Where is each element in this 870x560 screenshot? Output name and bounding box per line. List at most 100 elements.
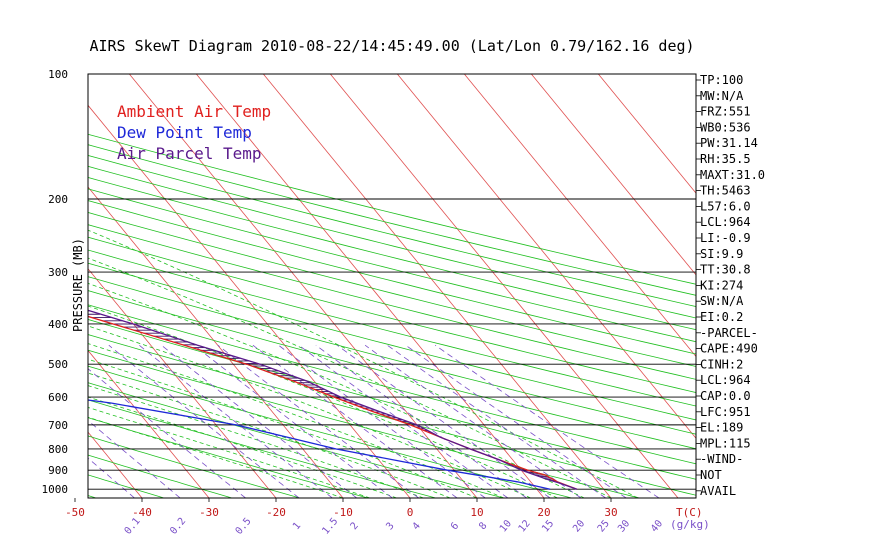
legend-entry: Air Parcel Temp — [117, 144, 262, 163]
mixing-ratio-line — [217, 344, 419, 498]
index-entry: LFC:951 — [700, 405, 751, 419]
bottom-temp-tick-label: 30 — [604, 506, 617, 519]
bottom-temp-tick-label: 20 — [537, 506, 550, 519]
mixing-ratio-label: 1 — [291, 521, 303, 533]
dry-adiabat-line — [88, 304, 696, 465]
pressure-label: 400 — [48, 318, 68, 331]
dry-adiabat-line — [88, 399, 436, 498]
mixing-ratio-label: 0.1 — [123, 516, 143, 537]
isotherm-line — [88, 349, 210, 498]
dry-adiabat-line — [88, 177, 696, 331]
dewpoint-line — [88, 399, 551, 490]
mixing-ratio-label: 0.5 — [234, 516, 254, 537]
pressure-label: 300 — [48, 266, 68, 279]
mixing-ratio-label: 3 — [384, 521, 396, 533]
pressure-label: 1000 — [42, 483, 69, 496]
dry-adiabat-line — [88, 334, 696, 496]
mixing-ratio-line — [387, 344, 606, 498]
mixing-ratio-label: 15 — [540, 518, 556, 534]
index-entry: NOT — [700, 468, 722, 482]
index-entry: TP:100 — [700, 73, 743, 87]
mixing-ratio-label: 4 — [411, 521, 423, 533]
moist-adiabat-line — [88, 358, 478, 498]
mixing-ratio-line — [336, 344, 551, 498]
index-entry: LI:-0.9 — [700, 231, 751, 245]
moist-adiabat-line — [88, 396, 397, 498]
pressure-label: 600 — [48, 391, 68, 404]
plot-frame — [87, 73, 697, 499]
mixing-ratio-label: 6 — [449, 521, 461, 533]
index-entry: L57:6.0 — [700, 199, 751, 213]
dry-adiabat-line — [88, 133, 696, 285]
mixing-ratio-line — [252, 344, 458, 498]
bottom-temp-tick-label: 10 — [470, 506, 483, 519]
mixing-ratio-label: 30 — [616, 518, 632, 534]
mixing-ratio-label: 1.5 — [320, 516, 340, 537]
moist-adiabat-line — [88, 257, 612, 498]
index-entry: CINH:2 — [700, 357, 743, 371]
mixing-ratio-line — [298, 344, 509, 498]
index-entry: LCL:964 — [700, 373, 751, 387]
index-entry: RH:35.5 — [700, 152, 751, 166]
isotherm-line — [531, 74, 696, 276]
moist-adiabat-line — [88, 416, 344, 498]
index-entry: LCL:964 — [700, 215, 751, 229]
dry-adiabat-line — [88, 236, 696, 393]
pressure-label: 100 — [48, 68, 68, 81]
mixing-ratio-line — [88, 419, 181, 498]
isotherm-line — [330, 74, 679, 498]
dry-adiabat-line — [88, 262, 696, 421]
index-entry: -PARCEL- — [700, 326, 758, 340]
pressure-label: 800 — [48, 443, 68, 456]
mixing-ratio-label: 20 — [571, 518, 587, 534]
dry-adiabat-line — [88, 165, 696, 319]
dry-adiabat-line — [88, 200, 696, 355]
mixing-ratio-label: 12 — [517, 518, 533, 534]
index-entry: MW:N/A — [700, 89, 744, 103]
y-axis-label: PRESSURE (MB) — [71, 238, 85, 332]
index-entry: CAPE:490 — [700, 342, 758, 356]
moist-adiabat-line — [88, 229, 638, 498]
legend-entry: Ambient Air Temp — [117, 102, 271, 121]
dry-adiabat-line — [88, 365, 572, 498]
bottom-temp-tick-label: -10 — [333, 506, 353, 519]
isotherm-line — [88, 104, 411, 498]
bottom-temp-tick-label: -30 — [199, 506, 219, 519]
mixing-ratio-label: 8 — [477, 521, 489, 533]
isotherm-line — [598, 74, 696, 194]
dry-adiabat-line — [88, 144, 696, 296]
mixing-ratio-label: 25 — [596, 518, 612, 534]
bottom-temp-tick-label: 0 — [407, 506, 414, 519]
chart-title: AIRS SkewT Diagram 2010-08-22/14:45:49.0… — [89, 37, 694, 55]
index-entry: FRZ:551 — [700, 105, 751, 119]
index-entry: EI:0.2 — [700, 310, 743, 324]
parcel-temp-line — [88, 309, 578, 490]
isotherm-line — [0, 74, 8, 498]
bottom-temp-tick-label: -40 — [132, 506, 152, 519]
moist-adiabat-line — [88, 372, 451, 498]
mixing-ratio-label: 40 — [649, 518, 665, 534]
bottom-temp-tick-label: -20 — [266, 506, 286, 519]
ambient-temp-line — [88, 315, 578, 490]
mixing-ratio-line — [278, 344, 486, 498]
index-entry: TH:5463 — [700, 184, 751, 198]
pressure-label: 500 — [48, 358, 68, 371]
dry-adiabat-line — [88, 417, 368, 498]
dry-adiabat-line — [88, 154, 696, 307]
temp-unit-label: T(C) — [676, 506, 703, 519]
index-entry: AVAIL — [700, 484, 736, 498]
index-entry: KI:274 — [700, 278, 743, 292]
dry-adiabat-line — [0, 74, 28, 498]
moist-adiabat-line — [88, 385, 424, 498]
moist-adiabat-line — [88, 343, 504, 498]
mixing-ratio-unit-label: (g/kg) — [670, 518, 710, 531]
mixing-ratio-line — [193, 344, 393, 498]
bottom-temp-tick-label: -50 — [65, 506, 85, 519]
index-entry: MPL:115 — [700, 436, 751, 450]
dry-adiabat-line — [88, 454, 233, 498]
moist-adiabat-line — [88, 282, 585, 498]
mixing-ratio-label: 2 — [349, 521, 361, 533]
mixing-ratio-line — [405, 344, 627, 498]
mixing-ratio-label: 0.2 — [168, 516, 188, 537]
